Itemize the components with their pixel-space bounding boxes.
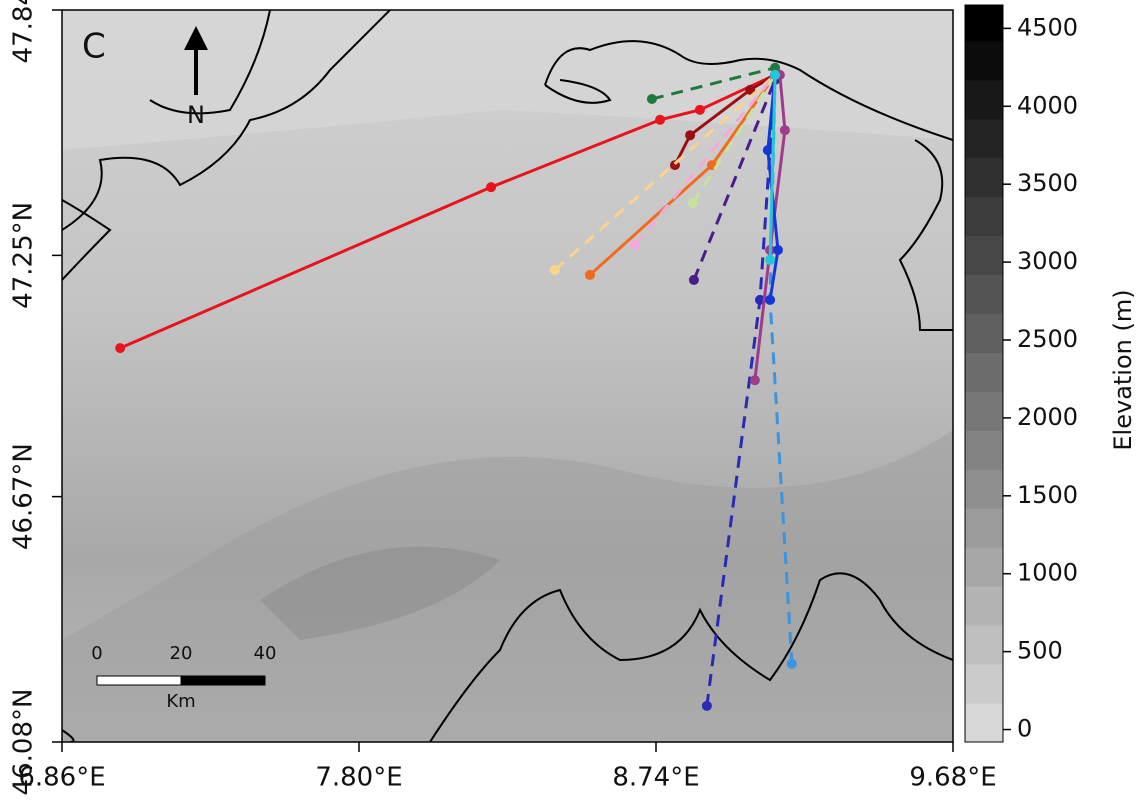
trajectory-point [765,255,775,265]
colorbar-step [965,430,1003,469]
colorbar-tick-label: 4500 [1017,13,1078,41]
colorbar-step [965,391,1003,430]
trajectory-point [780,125,790,135]
scale-bar-label: 40 [254,643,277,664]
scale-bar-label: 0 [91,643,102,664]
trajectory-point [750,375,760,385]
colorbar-step [965,119,1003,158]
map-figure: C N Elevation (m) 6.86°E7.80°E8.74°E9.68… [0,0,1142,804]
colorbar-step [965,275,1003,314]
colorbar-step [965,508,1003,547]
colorbar-tick-label: 1000 [1017,559,1078,587]
trajectory-point [773,245,783,255]
colorbar-step [965,703,1003,742]
colorbar-tick-label: 1500 [1017,481,1078,509]
trajectory-point [115,343,125,353]
colorbar-tick-label: 3000 [1017,247,1078,275]
colorbar-tick-label: 3500 [1017,169,1078,197]
y-tick-label: 47.25°N [9,202,39,309]
north-label: N [187,101,205,129]
colorbar-step [965,664,1003,703]
scale-bar-unit: Km [166,691,195,712]
x-tick-label: 8.74°E [612,763,699,793]
colorbar-step [965,625,1003,664]
colorbar-tick-label: 2500 [1017,325,1078,353]
trajectory-point [550,265,560,275]
scale-bar-label: 20 [170,643,193,664]
colorbar-step [965,41,1003,80]
x-tick-label: 9.68°E [909,763,996,793]
colorbar-step [965,547,1003,586]
colorbar-tick-label: 0 [1017,715,1032,743]
colorbar-step [965,586,1003,625]
trajectory-point [695,105,705,115]
colorbar-title: Elevation (m) [1109,289,1137,450]
colorbar-step [965,80,1003,119]
trajectory-point [655,115,665,125]
trajectory-point [647,94,657,104]
scale-bar-segment [181,676,265,685]
trajectory-point [770,70,780,80]
trajectory-point [585,270,595,280]
y-tick-label: 46.08°N [9,689,39,796]
colorbar-step [965,352,1003,391]
colorbar-step [965,236,1003,275]
trajectory-point [765,295,775,305]
trajectory-point [688,198,698,208]
colorbar-step [965,5,1003,41]
trajectory-point [689,275,699,285]
colorbar-tick-label: 500 [1017,637,1063,665]
trajectory-point [763,145,773,155]
trajectory-point [702,701,712,711]
y-tick-label: 46.67°N [9,443,39,550]
scale-bar-segment [97,676,181,685]
trajectory-point [486,182,496,192]
colorbar-step [965,469,1003,508]
trajectory-point [630,240,640,250]
panel-label: C [82,27,106,67]
colorbar-step [965,158,1003,197]
colorbar-step [965,197,1003,236]
x-tick-label: 7.80°E [315,763,402,793]
trajectory-point [787,659,797,669]
colorbar-step [965,314,1003,353]
colorbar-tick-label: 4000 [1017,91,1078,119]
trajectory-point [685,130,695,140]
y-tick-label: 47.84°N [9,0,39,63]
colorbar-tick-label: 2000 [1017,403,1078,431]
